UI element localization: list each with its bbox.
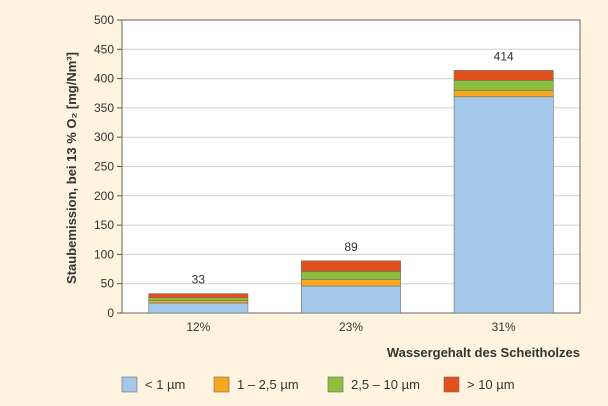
bar-segment <box>453 80 554 91</box>
legend-swatch <box>443 376 460 393</box>
legend-label: > 10 µm <box>467 377 515 392</box>
bar-segment <box>453 70 554 81</box>
y-tick-label: 250 <box>94 160 114 174</box>
y-tick-label: 200 <box>94 189 114 203</box>
y-tick-label: 100 <box>94 247 114 261</box>
bar-segment <box>301 271 401 280</box>
y-tick-label: 0 <box>107 306 114 320</box>
bar-segment <box>301 285 401 314</box>
legend-swatch <box>327 376 344 393</box>
bar-segment <box>148 297 249 301</box>
bar-segment <box>453 90 554 98</box>
x-axis-label: Wassergehalt des Scheitholzes <box>387 345 580 360</box>
y-tick-label: 50 <box>101 277 115 291</box>
bar-segment <box>453 96 554 314</box>
legend-label: 1 – 2,5 µm <box>237 377 299 392</box>
bar-total-label: 414 <box>494 49 514 63</box>
legend-swatch <box>121 376 138 393</box>
bar-total-label: 33 <box>192 273 206 287</box>
y-axis-label: Staubemission, bei 13 % O₂ [mg/Nm³] <box>64 52 79 284</box>
legend-label: < 1 µm <box>145 377 185 392</box>
y-tick-label: 500 <box>94 13 114 27</box>
x-tick-label: 12% <box>186 320 210 334</box>
bar-segment <box>148 293 249 299</box>
x-tick-label: 31% <box>492 320 516 334</box>
legend: < 1 µm 1 – 2,5 µm 2,5 – 10 µm > 10 µm <box>121 376 515 393</box>
bar-segment <box>148 300 249 304</box>
bar-segment <box>301 279 401 287</box>
y-tick-label: 150 <box>94 218 114 232</box>
bar-segment <box>148 302 249 314</box>
y-tick-label: 300 <box>94 130 114 144</box>
legend-label: 2,5 – 10 µm <box>351 377 420 392</box>
legend-swatch <box>213 376 230 393</box>
x-tick-label: 23% <box>339 320 363 334</box>
bar-segment <box>301 260 401 272</box>
y-tick-label: 450 <box>94 42 114 56</box>
bar-total-label: 89 <box>344 240 358 254</box>
y-tick-label: 350 <box>94 101 114 115</box>
y-tick-label: 400 <box>94 72 114 86</box>
